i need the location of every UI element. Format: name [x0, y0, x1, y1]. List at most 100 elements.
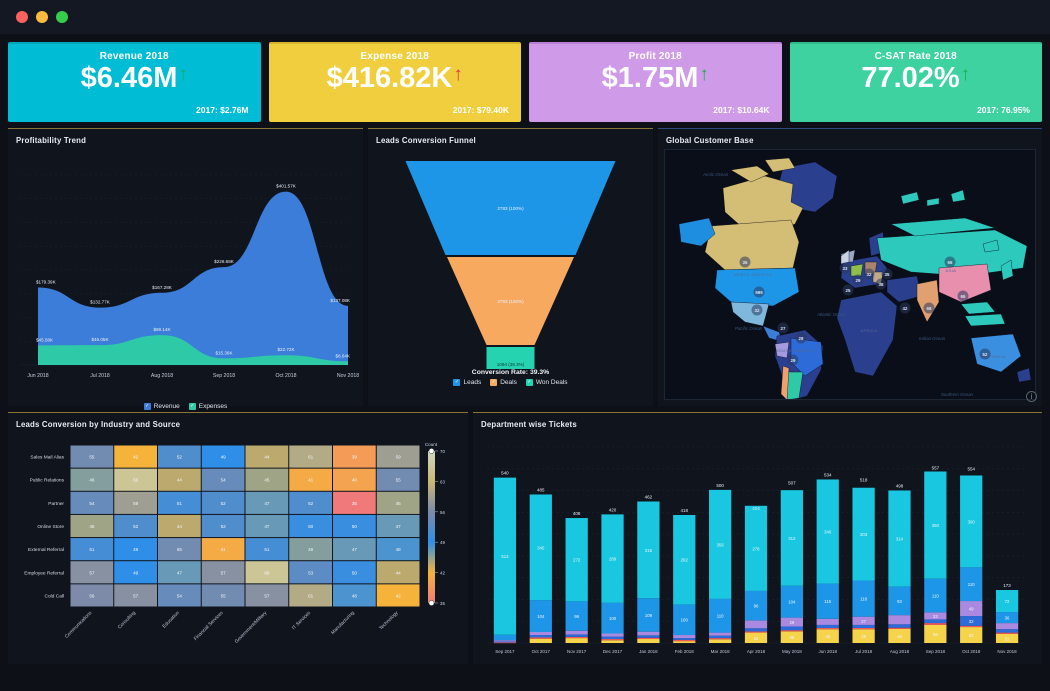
svg-text:55: 55: [89, 455, 95, 460]
svg-text:May 2018: May 2018: [782, 649, 802, 654]
kpi-title: C-SAT Rate 2018: [874, 51, 957, 62]
trend-arrow-icon: ↑: [960, 64, 971, 85]
legend-item-won-deals[interactable]: Won Deals: [525, 379, 568, 386]
legend-item-deals[interactable]: Deals: [490, 379, 517, 386]
svg-text:44: 44: [396, 570, 402, 575]
conversion-rate-label: Conversion Rate: 39.3%: [471, 369, 550, 376]
svg-text:42: 42: [396, 593, 402, 598]
kpi-card-2[interactable]: Profit 2018 $1.75M ↑ 2017: $10.64K: [529, 42, 782, 122]
svg-text:AFRICA: AFRICA: [860, 328, 877, 333]
svg-text:Oct 2018: Oct 2018: [962, 649, 981, 654]
svg-text:340: 340: [824, 530, 832, 535]
svg-text:$401.57K: $401.57K: [276, 184, 297, 189]
legend-label: Won Deals: [535, 379, 568, 386]
svg-text:49: 49: [133, 570, 139, 575]
svg-text:$69.14K: $69.14K: [153, 327, 171, 332]
svg-text:47: 47: [396, 524, 402, 529]
svg-text:46: 46: [308, 547, 314, 552]
legend-item-revenue[interactable]: Revenue: [143, 403, 180, 410]
svg-text:41: 41: [308, 478, 314, 483]
svg-text:40: 40: [352, 478, 358, 483]
panel-title-profitability: Profitability Trend: [16, 136, 87, 145]
close-icon[interactable]: [16, 11, 28, 23]
kpi-card-1[interactable]: Expense 2018 $416.82K ↑ 2017: $79.40K: [268, 42, 521, 122]
svg-text:Government/Military: Government/Military: [234, 610, 269, 645]
svg-text:599: 599: [755, 290, 763, 295]
svg-text:38: 38: [789, 635, 794, 640]
svg-text:52: 52: [221, 501, 227, 506]
svg-text:61: 61: [308, 593, 314, 598]
svg-text:Jan 2018: Jan 2018: [639, 649, 658, 654]
kpi-row: Revenue 2018 $6.46M ↑ 2017: $2.76M Expense 2…: [0, 34, 1050, 128]
legend-item-leads[interactable]: Leads: [453, 379, 481, 386]
svg-text:35: 35: [352, 501, 358, 506]
svg-text:Aug 2018: Aug 2018: [151, 373, 173, 379]
svg-text:Mar 2018: Mar 2018: [711, 649, 731, 654]
svg-text:42: 42: [440, 571, 445, 576]
svg-text:45: 45: [825, 634, 830, 639]
kpi-title: Revenue 2018: [99, 51, 169, 62]
svg-text:272: 272: [573, 558, 581, 563]
svg-text:28: 28: [799, 336, 804, 341]
heatmap-chart: 55 42 52 49 44 61 39 59 Sales Mail Alias 46 66 44 54…: [8, 431, 468, 664]
svg-text:110: 110: [717, 614, 724, 619]
legend-swatch-icon: [188, 403, 196, 410]
svg-text:Nov 2017: Nov 2017: [567, 649, 587, 654]
legend-swatch-icon: [143, 403, 151, 410]
trend-arrow-icon: ↑: [178, 64, 188, 85]
legend-item-expenses[interactable]: Expenses: [188, 403, 228, 410]
svg-text:$45.56K: $45.56K: [36, 337, 54, 342]
svg-text:ASIA: ASIA: [946, 268, 957, 273]
svg-text:63: 63: [440, 479, 445, 484]
panel-title-heatmap: Leads Conversion by Industry and Source: [16, 420, 181, 429]
svg-text:52: 52: [221, 524, 227, 529]
minimize-icon[interactable]: [36, 11, 48, 23]
svg-text:Sales Mail Alias: Sales Mail Alias: [30, 455, 64, 461]
svg-text:$226.68K: $226.68K: [214, 259, 235, 264]
svg-text:104: 104: [788, 600, 796, 605]
kpi-card-0[interactable]: Revenue 2018 $6.46M ↑ 2017: $2.76M: [8, 42, 261, 122]
legend-swatch-icon: [525, 379, 533, 386]
funnel-legend: Leads Deals Won Deals: [368, 379, 653, 386]
svg-text:55: 55: [221, 593, 227, 598]
svg-text:NORTH AMERICA: NORTH AMERICA: [734, 272, 772, 277]
svg-text:Oct 2018: Oct 2018: [275, 373, 296, 379]
svg-text:46: 46: [89, 478, 95, 483]
svg-text:350: 350: [932, 523, 940, 528]
world-map[interactable]: Arctic Ocean Atlantic Ocean Pacific Ocean I…: [664, 149, 1036, 400]
svg-text:540: 540: [501, 471, 509, 476]
svg-text:Public Relations: Public Relations: [30, 478, 65, 484]
svg-text:Communications: Communications: [64, 610, 94, 640]
svg-text:52: 52: [308, 501, 314, 506]
kpi-card-3[interactable]: C-SAT Rate 2018 77.02% ↑ 2017: 76.95%: [789, 42, 1042, 122]
panel-leads-heatmap: Leads Conversion by Industry and Source …: [8, 412, 468, 664]
svg-text:507: 507: [788, 481, 796, 486]
svg-text:303: 303: [860, 532, 868, 537]
svg-text:47: 47: [177, 570, 183, 575]
svg-text:70: 70: [440, 449, 445, 454]
svg-text:44: 44: [177, 524, 183, 529]
window-titlebar: [0, 0, 1050, 34]
svg-text:50: 50: [308, 524, 314, 529]
svg-text:52: 52: [983, 352, 988, 357]
legend-swatch-icon: [453, 379, 461, 386]
svg-text:Jul 2018: Jul 2018: [855, 649, 873, 654]
maximize-icon[interactable]: [56, 11, 68, 23]
kpi-value: $6.46M: [80, 62, 178, 94]
svg-text:49: 49: [440, 540, 445, 545]
svg-text:49: 49: [133, 547, 139, 552]
svg-text:Feb 2018: Feb 2018: [675, 649, 695, 654]
svg-text:Arctic Ocean: Arctic Ocean: [702, 172, 729, 177]
svg-text:56: 56: [89, 593, 95, 598]
svg-text:118: 118: [860, 597, 867, 602]
svg-text:314: 314: [896, 537, 904, 542]
svg-text:27: 27: [781, 326, 786, 331]
svg-text:59: 59: [133, 501, 139, 506]
svg-text:External Referral: External Referral: [28, 547, 64, 553]
profitability-chart: $179.39K $132.77K $167.28K $226.68K $401.57K…: [8, 147, 363, 410]
legend-label: Expenses: [198, 403, 228, 410]
svg-text:Indian Ocean: Indian Ocean: [919, 336, 946, 341]
svg-text:Manufacturing: Manufacturing: [330, 610, 356, 636]
svg-text:35: 35: [885, 272, 890, 277]
map-info-icon[interactable]: i: [1026, 391, 1037, 402]
